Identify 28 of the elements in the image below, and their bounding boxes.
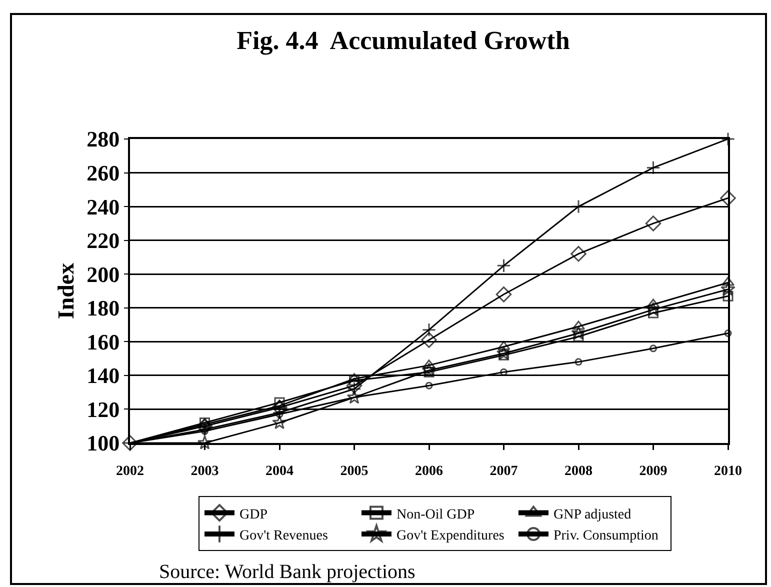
y-tick-label: 200: [86, 262, 120, 287]
x-tick-label: 2009: [639, 464, 668, 479]
x-tick-label: 2005: [340, 464, 368, 479]
legend-label: Non-Oil GDP: [396, 507, 475, 522]
y-tick-label: 240: [86, 194, 120, 220]
source-note: Source: World Bank projections: [159, 561, 416, 583]
x-tick-label: 2004: [266, 464, 294, 479]
chart-title: Fig. 4.4 Accumulated Growth: [236, 26, 570, 56]
y-tick-label: 100: [86, 430, 120, 456]
legend-label: GDP: [239, 507, 268, 522]
y-tick-label: 180: [86, 296, 120, 321]
y-tick-label: 120: [86, 396, 120, 422]
y-axis-title: Index: [54, 262, 79, 320]
legend-label: Priv. Consumption: [553, 528, 658, 544]
legend-label: GNP adjusted: [553, 507, 632, 522]
legend-label: Gov't Revenues: [239, 528, 328, 544]
x-tick-label: 2008: [564, 464, 592, 479]
y-tick-label: 140: [86, 363, 120, 388]
x-tick-label: 2003: [190, 464, 219, 479]
y-tick-label: 160: [86, 329, 120, 354]
x-tick-label: 2010: [714, 464, 742, 479]
y-tick-label: 260: [86, 160, 120, 186]
x-tick-label: 2006: [415, 464, 443, 479]
y-tick-label: 220: [86, 228, 120, 254]
y-tick-label: 280: [86, 126, 120, 152]
x-tick-label: 2007: [490, 464, 518, 479]
legend-label: Gov't Expenditures: [396, 528, 504, 544]
x-tick-label: 2002: [116, 464, 144, 479]
